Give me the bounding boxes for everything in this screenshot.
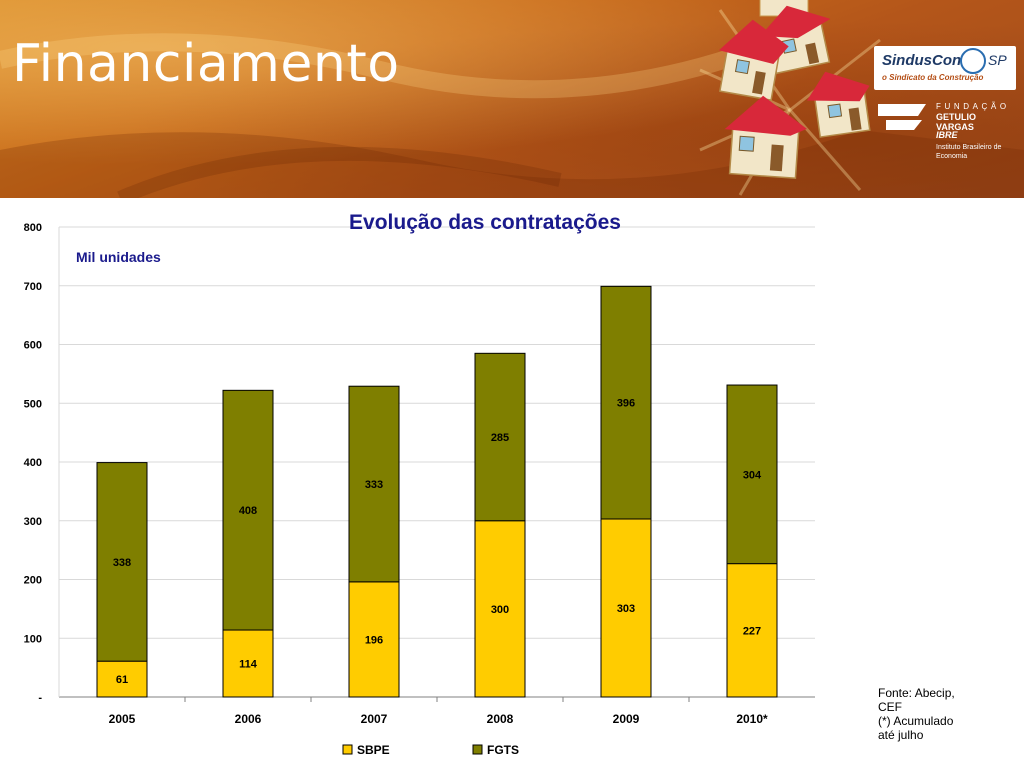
chart-title: Evolução das contratações [349, 211, 621, 234]
y-tick-label: 500 [24, 398, 42, 410]
bar-sbpe [600, 518, 652, 698]
page-title: Financiamento [12, 34, 400, 94]
data-label: 227 [743, 625, 761, 637]
y-tick-label: 100 [24, 633, 42, 645]
data-label: 304 [743, 469, 762, 481]
fgv-ibre: IBRE [936, 130, 958, 140]
header-banner: Financiamento [0, 0, 1024, 198]
houses-illustration [718, 0, 871, 180]
fgv-ibre-logo: FUNDAÇÃO GETULIO VARGAS IBRE Instituto B… [874, 100, 1016, 192]
house-icon [807, 71, 871, 138]
source-line: Fonte: Abecip, [878, 686, 955, 700]
source-line: (*) Acumulado [878, 714, 954, 728]
data-label: 338 [113, 557, 131, 569]
bar-fgts [222, 389, 274, 631]
data-label: 396 [617, 398, 635, 410]
x-tick-label: 2005 [109, 712, 136, 726]
house-icon [718, 19, 789, 101]
data-label: 61 [116, 674, 128, 686]
partner-logos: SindusCon SP o Sindicato da Construção F… [874, 46, 1016, 192]
sinduscon-name: SindusCon [882, 52, 962, 69]
chart-unit-label: Mil unidades [76, 249, 161, 265]
bar-fgts [96, 462, 148, 662]
bar-fgts [348, 385, 400, 583]
y-tick-label: - [38, 692, 42, 704]
bar-sbpe [348, 581, 400, 698]
data-label: 300 [491, 604, 509, 616]
bar-sbpe [222, 629, 274, 698]
house-icon [760, 5, 831, 75]
source-line: até julho [878, 728, 924, 742]
data-label: 285 [491, 432, 509, 444]
legend-label: SBPE [357, 743, 390, 757]
legend-swatch [472, 744, 483, 755]
y-tick-label: 800 [24, 222, 42, 234]
source-line: CEF [878, 700, 902, 714]
y-tick-label: 400 [24, 457, 42, 469]
fgv-institute: Instituto Brasileiro de Economia [936, 144, 1002, 160]
y-tick-label: 600 [24, 340, 42, 352]
y-tick-label: 300 [24, 516, 42, 528]
fgv-name: GETULIO VARGAS [936, 112, 976, 132]
legend-swatch [342, 744, 353, 755]
bar-fgts [726, 384, 778, 565]
data-label: 114 [239, 659, 258, 671]
sinduscon-region: SP [988, 52, 1007, 68]
bar-sbpe [96, 660, 148, 698]
data-label: 196 [365, 634, 383, 646]
y-tick-label: 700 [24, 281, 42, 293]
bar-fgts [600, 285, 652, 520]
data-label: 408 [239, 505, 257, 517]
data-label: 303 [617, 603, 635, 615]
bar-sbpe [474, 520, 526, 698]
house-icon [724, 95, 807, 180]
fgv-mark-icon [878, 104, 926, 130]
x-tick-label: 2010* [736, 712, 768, 726]
data-label: 333 [365, 479, 383, 491]
source-note: Fonte: Abecip, CEF (*) Acumulado até jul… [878, 686, 1008, 742]
sinduscon-logo: SindusCon SP o Sindicato da Construção [874, 46, 1016, 90]
fgv-fundacao: FUNDAÇÃO [936, 102, 1010, 111]
sinduscon-tagline: o Sindicato da Construção [882, 73, 984, 82]
legend-label: FGTS [487, 743, 519, 757]
x-tick-label: 2007 [361, 712, 388, 726]
bar-fgts [474, 352, 526, 522]
x-tick-label: 2009 [613, 712, 640, 726]
x-tick-label: 2008 [487, 712, 514, 726]
x-tick-label: 2006 [235, 712, 262, 726]
y-tick-label: 200 [24, 575, 42, 587]
stacked-bar-chart: - 100 200 300 400 500 600 700 800 61 338 2005 114 408… [24, 222, 815, 757]
sinduscon-emblem-icon [960, 48, 986, 74]
